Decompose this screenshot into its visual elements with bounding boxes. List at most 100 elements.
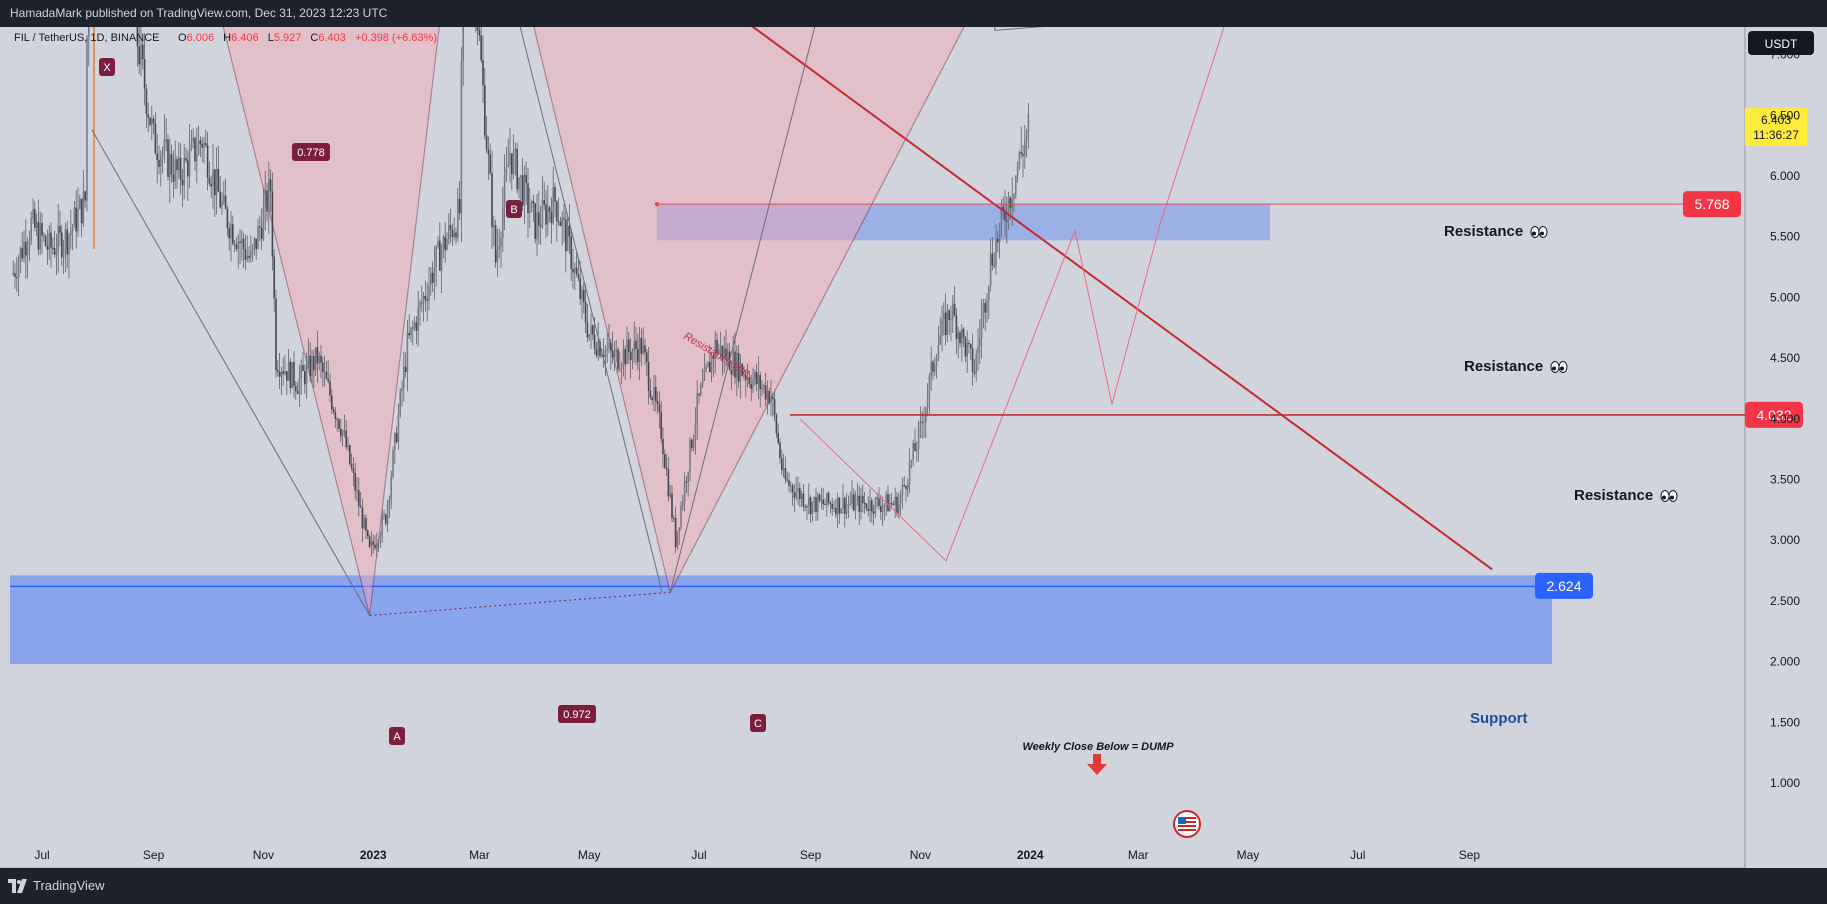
- candle-body: [302, 365, 304, 372]
- candle-body: [455, 232, 457, 238]
- candle-body: [559, 222, 562, 227]
- candle-body: [167, 139, 169, 178]
- candle-body: [43, 235, 45, 237]
- candle-body: [1007, 197, 1010, 222]
- candle-body: [1002, 206, 1004, 211]
- point-label-a: A: [393, 731, 401, 743]
- candle-body: [824, 504, 826, 506]
- candle-body: [718, 349, 720, 354]
- candle-body: [152, 118, 155, 124]
- candle-body: [725, 348, 727, 360]
- candle-body: [349, 445, 351, 464]
- candle-body: [457, 199, 459, 238]
- candle-body: [205, 142, 207, 146]
- candle-body: [737, 352, 740, 382]
- point-label-box: [99, 58, 115, 76]
- price-tag: [1683, 191, 1741, 218]
- candle-body: [858, 495, 860, 512]
- candle-body: [1018, 152, 1021, 168]
- candle-body: [244, 249, 247, 260]
- candle-body: [968, 342, 970, 345]
- candle-body: [376, 543, 378, 549]
- price-tag: [1745, 401, 1803, 428]
- candle-body: [172, 174, 175, 182]
- flag-badge-icon[interactable]: [1173, 810, 1201, 838]
- candle-body: [640, 337, 643, 354]
- ratio-label-box: [292, 143, 330, 161]
- projected-move-path: [799, 27, 1225, 562]
- candle-body: [844, 497, 846, 514]
- candle-body: [698, 393, 700, 396]
- candle-body: [736, 352, 738, 378]
- tradingview-logo[interactable]: TradingView: [8, 878, 105, 893]
- candle-body: [448, 225, 450, 240]
- candle-body: [799, 488, 801, 500]
- candle-body: [977, 345, 979, 354]
- candle-body: [163, 139, 166, 153]
- candle-body: [77, 208, 79, 232]
- candle-body: [788, 480, 790, 486]
- candle-body: [862, 495, 864, 504]
- candle-body: [273, 256, 275, 299]
- x-tick-label: Nov: [253, 848, 274, 862]
- descending-resistance-line: [751, 27, 1493, 571]
- candle-body: [628, 339, 630, 353]
- candle-body: [838, 497, 841, 514]
- price-tag-label: 2.624: [1546, 578, 1581, 594]
- candle-body: [289, 361, 292, 389]
- candle-body: [19, 248, 22, 262]
- candle-body: [241, 238, 243, 243]
- candle-body: [1020, 152, 1022, 154]
- candle-body: [696, 393, 698, 424]
- candle-body: [442, 236, 445, 251]
- candle-body: [804, 506, 806, 508]
- candle-body: [964, 337, 967, 357]
- candle-body: [345, 430, 347, 448]
- candle-body: [701, 380, 704, 386]
- candle-body: [685, 481, 688, 483]
- candle-body: [437, 240, 439, 246]
- candle-body: [377, 542, 380, 544]
- candle-body: [410, 327, 412, 336]
- candle-body: [655, 386, 657, 402]
- candle-body: [815, 497, 817, 513]
- candle-body: [932, 361, 934, 372]
- candle-body: [849, 503, 851, 505]
- price-axis-background[interactable]: [1745, 27, 1827, 868]
- candle-body: [415, 322, 418, 331]
- resistance-annotation: Resistance: [1444, 223, 1523, 240]
- candle-body: [678, 527, 680, 532]
- candle-body: [232, 224, 234, 244]
- candle-body: [611, 350, 614, 358]
- candle-body: [215, 169, 218, 196]
- eye-pupil: [1540, 231, 1544, 236]
- candle-body: [323, 371, 326, 373]
- candle-body: [527, 182, 529, 214]
- candle-body: [566, 225, 569, 251]
- candle-body: [1009, 197, 1012, 208]
- candle-body: [314, 347, 317, 370]
- candle-body: [896, 496, 898, 514]
- candle-body: [878, 498, 880, 506]
- candle-body: [259, 226, 261, 228]
- candle-body: [673, 517, 675, 519]
- candle-body: [390, 476, 392, 499]
- candle-body: [955, 314, 958, 340]
- currency-button[interactable]: USDT: [1748, 31, 1814, 55]
- candle-body: [809, 497, 812, 515]
- candle-body: [743, 375, 745, 377]
- candle-body: [874, 497, 877, 514]
- candle-body: [579, 278, 581, 300]
- chart-area[interactable]: Resistance line X A B C 0.778 0.972 Resistance…: [0, 27, 1827, 868]
- projection-bc: [519, 27, 663, 593]
- ratio-label: 0.972: [563, 709, 591, 721]
- point-label-c: C: [754, 718, 762, 730]
- candle-body: [399, 391, 401, 415]
- last-price-value: 6.403: [1761, 113, 1791, 127]
- price-chart[interactable]: Resistance line XABC0.7780.972Resistance…: [0, 27, 1827, 868]
- candle-body: [521, 175, 524, 206]
- candle-body: [79, 198, 81, 209]
- candle-body: [637, 348, 639, 363]
- candle-body: [493, 225, 495, 228]
- candle-body: [169, 154, 171, 178]
